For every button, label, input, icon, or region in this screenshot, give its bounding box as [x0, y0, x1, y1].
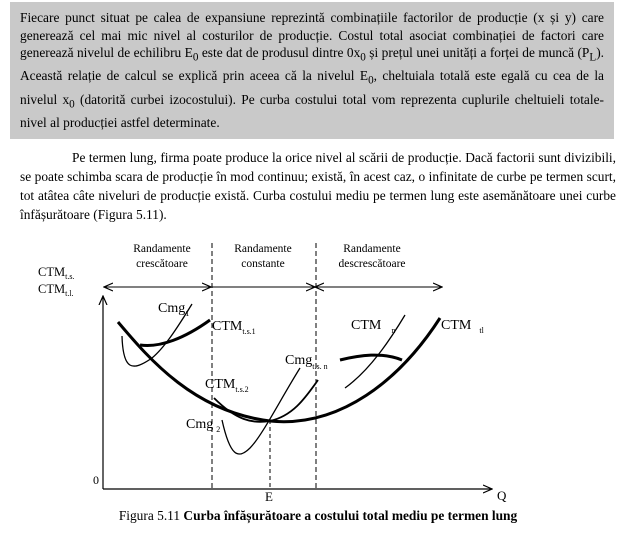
- region-label-decreasing-2: descrescătoare: [338, 258, 405, 270]
- box-subscript: L: [589, 51, 597, 64]
- ctm-ts2-label: CTMt.s.2: [205, 377, 249, 394]
- ctm-tl-label: CTM tl: [441, 318, 485, 335]
- ctm-ts1-label: CTMt.s.1: [212, 319, 256, 336]
- box-subscript: 0: [69, 98, 75, 111]
- cmg-tsn-curve: [344, 314, 406, 389]
- body-paragraph: Pe termen lung, firma poate produce la o…: [20, 150, 616, 222]
- box-subscript: 0: [192, 51, 199, 64]
- ctm-n-curve: [339, 353, 403, 362]
- ctm-ts1-curve: [139, 318, 211, 348]
- x-axis-label: Q: [497, 488, 507, 503]
- box-text-part: Fiecare punct situat pe calea de expansi…: [20, 10, 604, 61]
- box-text-part: , cheltuiala totală este egală cu cea de…: [20, 68, 604, 107]
- cmg1-label: Cmg1: [158, 301, 189, 318]
- cmg-tsn-label: Cmgt.s. n: [285, 353, 328, 371]
- box-subscript: 0: [360, 51, 366, 64]
- y-axis-label-tl: CTMt.l.: [38, 282, 74, 298]
- region-label-increasing-1: Randamente: [133, 243, 190, 255]
- box-text-part: și prețul unei unități a forței de muncă…: [365, 45, 590, 61]
- region-label-constant-2: constante: [241, 258, 284, 270]
- y-axis-label-ts: CTMt.s.: [38, 265, 74, 281]
- caption-prefix: Figura 5.11: [118, 508, 184, 523]
- equilibrium-label: E: [265, 489, 273, 504]
- highlighted-text-box: Fiecare punct situat pe calea de expansi…: [10, 2, 614, 139]
- origin-label: 0: [93, 473, 99, 487]
- cmg1-curve: [121, 303, 193, 367]
- box-text-part: ). Această relație de calcul se explică …: [20, 45, 604, 84]
- box-text-part: este dat de produsul dintre 0x: [198, 45, 361, 61]
- region-label-constant-1: Randamente: [234, 243, 291, 255]
- cmg2-label: Cmg 2: [186, 417, 220, 434]
- box-subscript: 0: [368, 75, 374, 88]
- cmg2-curve: [221, 367, 301, 455]
- caption-title: Curba înfășurătoare a costului total med…: [183, 508, 518, 523]
- box-text-part: (datorită curbei izocostului). Pe curba …: [20, 91, 604, 130]
- ctm-n-label: CTM n: [351, 318, 395, 335]
- ctm-ts2-curve: [213, 379, 319, 423]
- figure-caption: Figura 5.11 Curba înfășurătoare a costul…: [0, 508, 636, 524]
- region-label-increasing-2: crescătoare: [136, 258, 188, 270]
- region-label-decreasing-1: Randamente: [343, 243, 400, 255]
